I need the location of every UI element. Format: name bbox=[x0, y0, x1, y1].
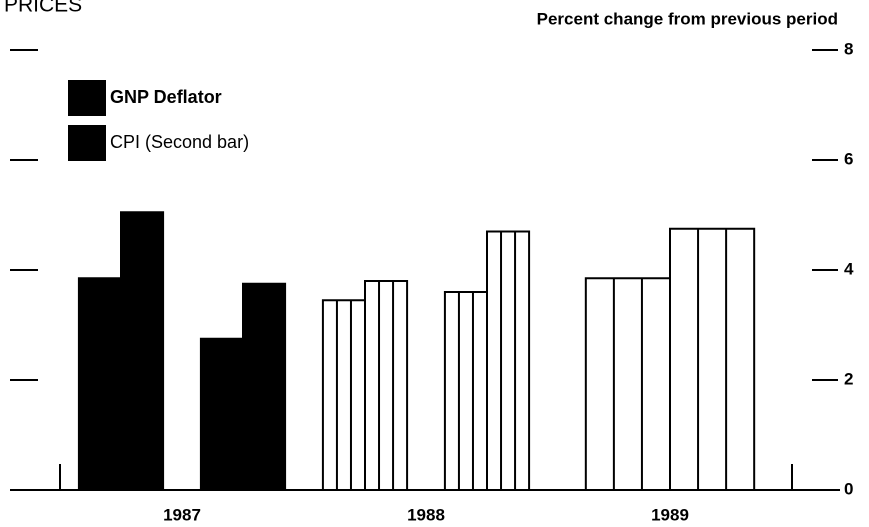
bar bbox=[120, 211, 165, 491]
y-tick-label: 2 bbox=[844, 369, 853, 388]
y-tick-label: 0 bbox=[844, 479, 853, 498]
bar bbox=[242, 282, 287, 491]
x-tick-label: 1988 bbox=[407, 505, 445, 524]
y-tick-label: 4 bbox=[844, 259, 854, 278]
chart-subtitle: Percent change from previous period bbox=[537, 9, 838, 28]
y-tick-label: 6 bbox=[844, 149, 853, 168]
x-tick-label: 1987 bbox=[163, 505, 201, 524]
x-tick-label: 1989 bbox=[651, 505, 689, 524]
bar bbox=[364, 280, 409, 491]
legend-swatch bbox=[68, 80, 106, 116]
bar bbox=[669, 227, 756, 491]
bar bbox=[486, 230, 531, 491]
legend-swatch bbox=[68, 125, 106, 161]
y-tick-label: 8 bbox=[844, 39, 853, 58]
legend-label: CPI (Second bar) bbox=[110, 132, 249, 152]
bar bbox=[199, 337, 245, 491]
bar bbox=[443, 291, 489, 491]
bar bbox=[321, 299, 367, 491]
legend-label: GNP Deflator bbox=[110, 87, 222, 107]
bar bbox=[584, 277, 672, 491]
bar bbox=[77, 277, 123, 491]
chart-title: PRICES bbox=[4, 0, 82, 17]
